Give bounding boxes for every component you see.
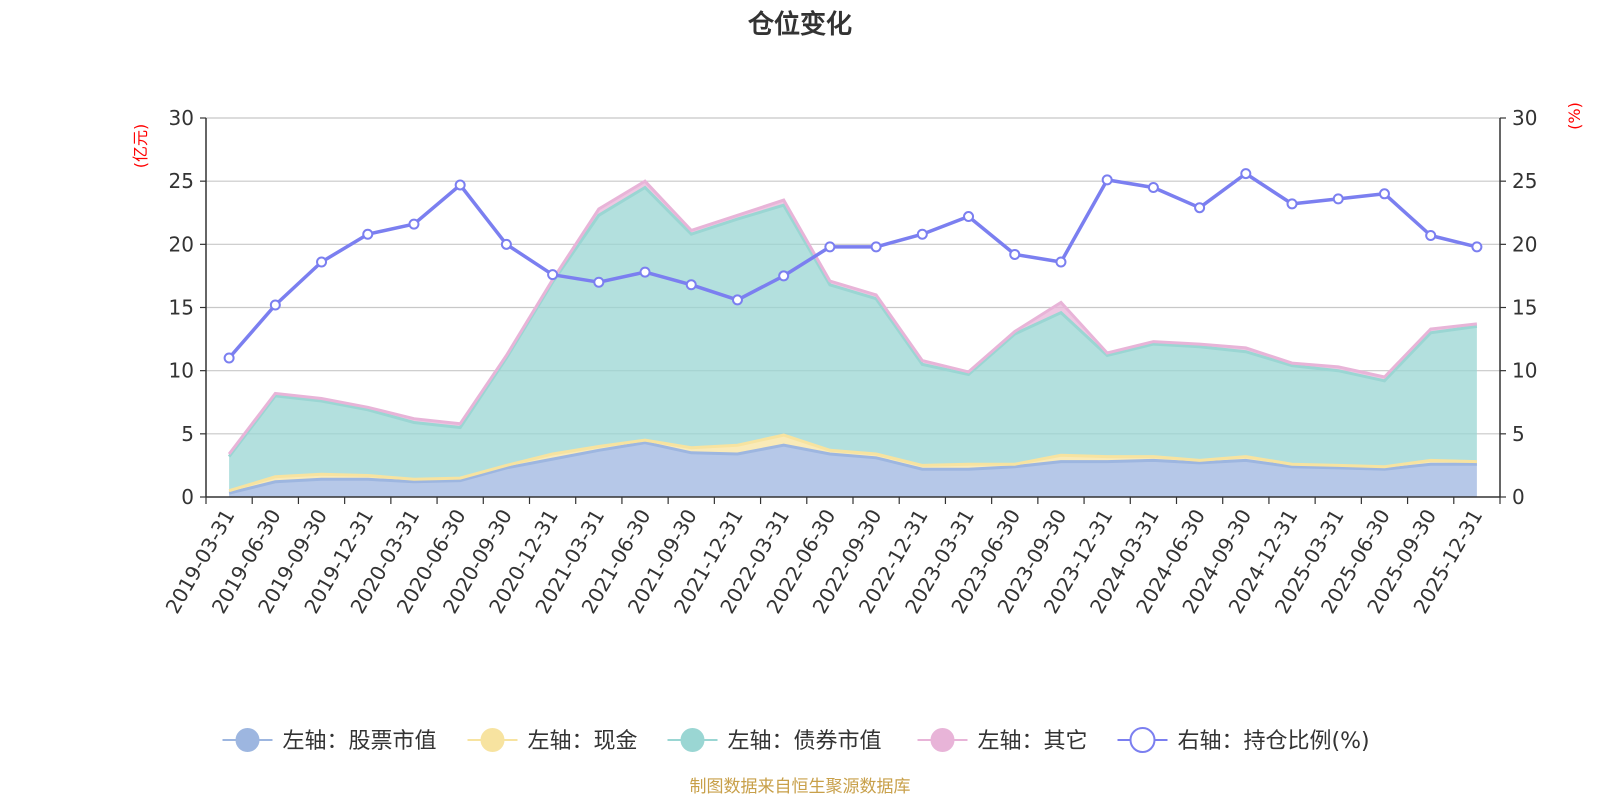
left-tick-label: 5 <box>181 422 194 446</box>
area-edge-1 <box>228 433 1477 493</box>
right-tick-label: 15 <box>1512 296 1537 320</box>
right-tick-label: 5 <box>1512 422 1525 446</box>
ratio-point <box>547 269 559 281</box>
left-tick-label: 25 <box>169 169 194 193</box>
legend-item-2[interactable]: 左轴：债券市值 <box>667 728 882 754</box>
ratio-point <box>870 241 882 253</box>
chart-title: 仓位变化 <box>747 9 852 40</box>
right-tick-label: 10 <box>1512 359 1537 383</box>
ratio-point <box>824 241 836 253</box>
ratio-point <box>1286 198 1298 210</box>
ratio-point <box>1425 229 1437 241</box>
data-source-note: 制图数据来自恒生聚源数据库 <box>690 777 911 797</box>
ratio-point <box>1009 248 1021 260</box>
ratio-point <box>685 279 697 291</box>
ratio-point <box>500 238 512 250</box>
legend-item-3[interactable]: 左轴：其它 <box>917 728 1088 754</box>
ratio-point <box>963 211 975 223</box>
legend-item-0[interactable]: 左轴：股票市值 <box>222 728 437 754</box>
legend-label: 左轴：其它 <box>978 729 1088 754</box>
area-edge-3 <box>227 179 1478 455</box>
legend-marker <box>480 728 505 752</box>
legend-item-1[interactable]: 左轴：现金 <box>467 728 638 754</box>
stacked-areas <box>227 179 1478 497</box>
ratio-point <box>916 228 928 240</box>
ratio-point <box>362 228 374 240</box>
right-tick-label: 20 <box>1512 232 1537 256</box>
legend-label: 左轴：股票市值 <box>283 729 437 754</box>
legend-marker <box>930 728 955 752</box>
ratio-point <box>1055 256 1067 268</box>
right-tick-label: 30 <box>1512 106 1537 130</box>
right-axis-unit: (%) <box>1565 102 1584 130</box>
area-edge-2 <box>227 185 1478 458</box>
legend-item-4[interactable]: 右轴：持仓比例(%) <box>1117 727 1370 754</box>
ratio-point <box>1471 241 1483 253</box>
ratio-point <box>1147 181 1159 193</box>
ratio-point <box>223 352 235 364</box>
left-tick-label: 15 <box>169 296 194 320</box>
legend-label: 左轴：债券市值 <box>728 729 882 754</box>
ratio-point <box>639 266 651 278</box>
legend-label: 右轴：持仓比例(%) <box>1178 729 1370 754</box>
ratio-point <box>1332 193 1344 205</box>
left-tick-label: 30 <box>169 106 194 130</box>
ratio-point <box>731 294 743 306</box>
legend-marker <box>235 728 260 752</box>
area-edge-0 <box>228 441 1477 495</box>
ratio-point <box>269 299 281 311</box>
legend[interactable]: 左轴：股票市值 左轴：现金 左轴：债券市值 左轴：其它 右轴：持仓比例(%) <box>222 727 1370 754</box>
ratio-point <box>1101 174 1113 186</box>
ratio-polyline <box>227 171 1478 360</box>
right-tick-label: 25 <box>1512 169 1537 193</box>
area-2 <box>229 187 1477 491</box>
ratio-point <box>316 256 328 268</box>
legend-marker <box>680 728 705 752</box>
left-tick-label: 0 <box>181 485 194 509</box>
ratio-point <box>1240 168 1252 180</box>
area-0 <box>229 442 1477 497</box>
ratio-point <box>408 218 420 230</box>
holding-ratio-line <box>223 168 1483 364</box>
ratio-point <box>1378 188 1390 200</box>
left-tick-label: 20 <box>169 232 194 256</box>
ratio-point <box>778 270 790 282</box>
ratio-point <box>1194 202 1206 214</box>
legend-marker <box>1129 727 1156 753</box>
ratio-point <box>593 276 605 288</box>
legend-label: 左轴：现金 <box>528 729 638 754</box>
left-axis-unit: (亿元) <box>131 124 150 169</box>
right-tick-label: 0 <box>1512 485 1525 509</box>
left-tick-label: 10 <box>169 359 194 383</box>
ratio-point <box>454 179 466 191</box>
